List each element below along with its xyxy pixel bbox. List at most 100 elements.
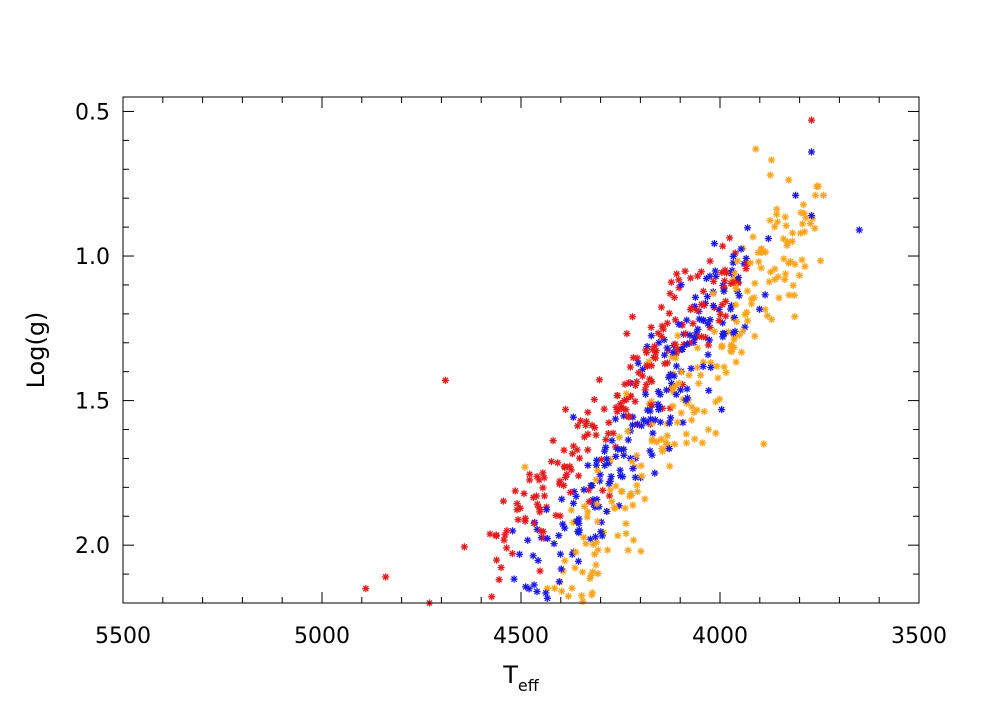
data-point-series-0 (658, 322, 666, 330)
data-point-series-1 (605, 480, 613, 488)
data-point-series-0 (670, 293, 679, 302)
data-point-series-0 (652, 347, 660, 355)
data-point-series-1 (603, 507, 611, 516)
data-point-series-2 (771, 265, 779, 273)
data-point-series-0 (526, 476, 534, 484)
data-point-series-1 (557, 565, 565, 573)
x-tick-label: 3500 (891, 624, 947, 649)
data-point-series-0 (561, 405, 570, 414)
data-point-series-0 (605, 419, 613, 427)
data-point-series-0 (533, 500, 541, 508)
data-point-series-2 (578, 592, 586, 600)
data-point-series-0 (704, 341, 712, 349)
data-point-series-1 (678, 345, 687, 353)
data-point-series-2 (750, 294, 758, 302)
data-point-series-2 (757, 264, 765, 272)
data-point-series-1 (718, 405, 726, 414)
data-point-series-2 (743, 287, 752, 295)
y-tick-label: 1.5 (75, 390, 110, 415)
data-point-series-2 (730, 336, 738, 344)
data-point-series-2 (688, 416, 696, 424)
data-point-series-2 (763, 312, 772, 320)
data-point-series-1 (530, 581, 538, 589)
data-point-series-2 (693, 344, 702, 352)
data-point-series-1 (572, 492, 580, 500)
data-point-series-0 (647, 323, 655, 331)
data-point-series-0 (529, 493, 538, 502)
data-point-series-2 (720, 363, 728, 371)
data-point-series-2 (677, 368, 686, 376)
data-point-series-2 (796, 229, 805, 237)
x-tick-label: 4500 (493, 624, 549, 649)
data-point-series-0 (563, 470, 571, 478)
data-point-series-0 (620, 397, 628, 405)
data-point-series-1 (629, 464, 637, 473)
data-point-series-2 (558, 587, 566, 595)
data-point-series-0 (718, 301, 726, 309)
y-tick-label: 0.5 (75, 100, 110, 125)
data-point-series-0 (495, 576, 503, 584)
data-point-series-2 (637, 547, 645, 555)
data-point-series-2 (780, 255, 788, 263)
data-point-series-1 (524, 536, 532, 544)
axis-ticks (122, 97, 920, 604)
data-point-series-1 (710, 240, 718, 248)
data-point-series-2 (727, 341, 735, 349)
y-axis-label: Log(g) (22, 312, 50, 389)
data-point-series-0 (503, 527, 511, 535)
data-point-series-0 (626, 363, 634, 371)
data-point-series-0 (613, 391, 622, 400)
data-point-series-1 (574, 557, 583, 565)
data-point-series-1 (683, 385, 691, 393)
data-point-series-1 (737, 245, 745, 253)
data-point-series-1 (631, 473, 639, 482)
data-point-series-1 (573, 517, 581, 525)
data-point-series-1 (607, 472, 615, 481)
data-point-series-1 (634, 359, 642, 367)
data-point-series-1 (612, 452, 620, 461)
x-tick-label: 5500 (95, 624, 151, 649)
data-point-series-2 (670, 440, 679, 448)
data-point-series-2 (550, 584, 559, 592)
data-point-series-1 (807, 211, 816, 220)
data-point-series-2 (648, 435, 657, 443)
data-point-series-0 (549, 437, 557, 445)
data-point-series-2 (713, 362, 721, 370)
data-point-series-1 (620, 451, 628, 459)
data-point-series-0 (540, 474, 548, 482)
data-point-series-0 (663, 319, 671, 327)
data-point-series-2 (584, 508, 592, 516)
data-point-series-0 (807, 116, 816, 124)
data-point-series-2 (773, 218, 782, 226)
data-point-series-0 (663, 359, 672, 367)
data-point-series-0 (697, 300, 706, 309)
data-point-series-1 (727, 305, 735, 313)
data-point-series-2 (700, 407, 708, 416)
data-point-series-0 (382, 573, 390, 581)
data-point-series-2 (578, 568, 587, 576)
data-point-series-1 (705, 336, 714, 344)
data-point-series-2 (737, 348, 746, 356)
data-point-series-0 (642, 346, 650, 354)
data-point-series-0 (362, 584, 370, 593)
data-point-series-0 (500, 536, 508, 544)
data-point-series-2 (744, 317, 752, 325)
data-point-series-0 (693, 306, 701, 314)
data-point-series-2 (583, 513, 591, 521)
y-tick-labels: 0.5 1.0 1.5 2.0 (75, 100, 110, 559)
data-point-series-1 (709, 302, 717, 310)
data-point-series-2 (767, 156, 776, 164)
data-point-series-0 (569, 442, 578, 450)
data-point-series-2 (771, 223, 779, 231)
data-point-series-0 (673, 345, 681, 354)
data-point-series-1 (617, 472, 625, 480)
data-point-series-1 (542, 589, 550, 597)
data-point-series-2 (628, 458, 636, 466)
data-point-series-0 (584, 446, 592, 454)
data-point-series-1 (510, 575, 518, 583)
x-tick-label: 4000 (692, 624, 748, 649)
data-point-series-1 (646, 407, 654, 415)
data-point-series-1 (665, 445, 673, 453)
data-point-series-2 (622, 390, 630, 398)
data-point-series-0 (729, 278, 737, 287)
